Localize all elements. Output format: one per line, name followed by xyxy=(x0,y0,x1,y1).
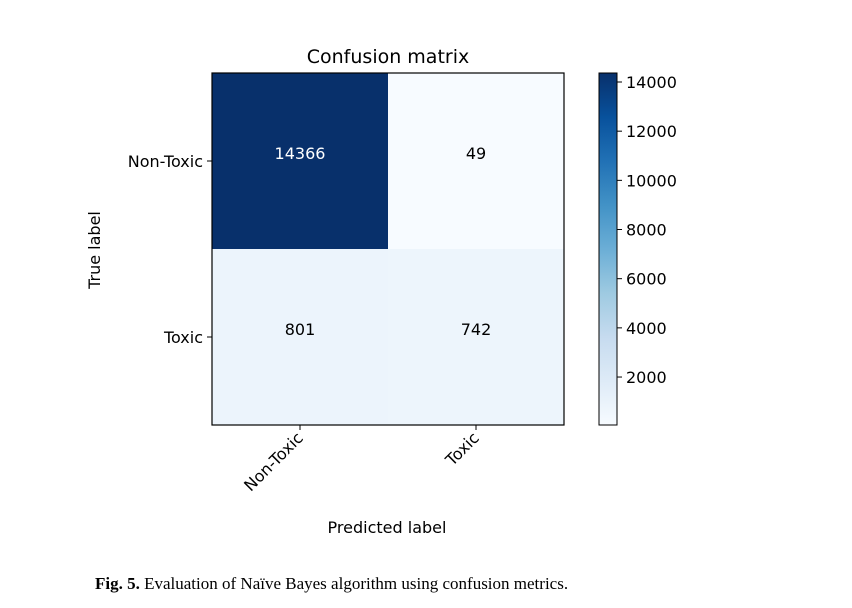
colorbar-tick-label: 10000 xyxy=(626,171,677,190)
colorbar-tick-label: 6000 xyxy=(626,270,667,289)
matrix-cell xyxy=(212,73,388,249)
matrix-cell xyxy=(388,73,564,249)
x-tick-label: Toxic xyxy=(441,428,483,470)
x-tick-label: Non-Toxic xyxy=(240,428,307,495)
x-axis-label: Predicted label xyxy=(328,518,447,537)
cell-value-label: 801 xyxy=(285,320,316,339)
colorbar-tick-label: 8000 xyxy=(626,221,667,240)
caption-label: Fig. 5. xyxy=(95,574,140,593)
colorbar xyxy=(598,72,618,426)
matrix-cell xyxy=(212,249,388,425)
confusion-matrix-figure: Confusion matrix 14366 49 801 742 Non-Toxic… xyxy=(85,46,677,537)
figure-caption: Fig. 5. Evaluation of Naïve Bayes algori… xyxy=(95,574,835,594)
cell-value-label: 49 xyxy=(466,144,486,163)
colorbar-ticks: 2000 4000 6000 8000 10000 12000 14000 xyxy=(617,73,677,387)
matrix-frame xyxy=(211,72,565,426)
colorbar-tick-label: 4000 xyxy=(626,319,667,338)
matrix-cell xyxy=(388,249,564,425)
matrix-cells: 14366 49 801 742 xyxy=(212,73,564,425)
colorbar-tick-label: 2000 xyxy=(626,368,667,387)
cell-value-label: 14366 xyxy=(275,144,326,163)
y-tick-label: Non-Toxic xyxy=(128,152,203,171)
colorbar-tick-label: 14000 xyxy=(626,73,677,92)
y-axis-label: True label xyxy=(85,211,104,290)
y-axis-ticks: Non-Toxic Toxic xyxy=(128,152,212,347)
y-tick-label: Toxic xyxy=(163,328,203,347)
colorbar-tick-label: 12000 xyxy=(626,122,677,141)
cell-value-label: 742 xyxy=(461,320,492,339)
x-axis-ticks: Non-Toxic Toxic xyxy=(240,425,483,495)
chart-title: Confusion matrix xyxy=(307,46,469,68)
caption-text: Evaluation of Naïve Bayes algorithm usin… xyxy=(144,574,569,593)
